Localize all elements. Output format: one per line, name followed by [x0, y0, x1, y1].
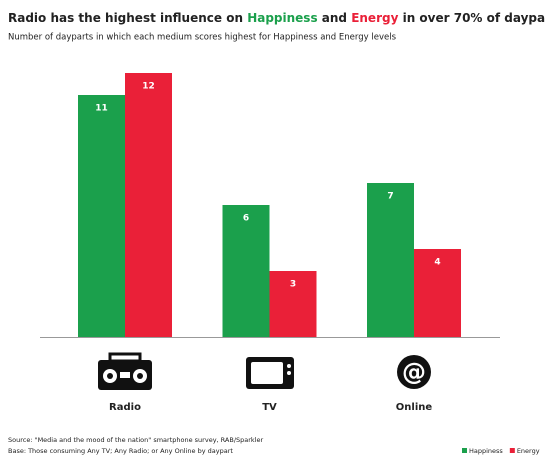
legend-label: Happiness — [469, 447, 503, 455]
legend-swatch — [462, 448, 467, 453]
title-part: Happiness — [247, 11, 317, 25]
legend-swatch — [509, 448, 515, 453]
tv-icon — [246, 357, 294, 389]
title-part: Energy — [351, 11, 398, 25]
online-icon: @ — [397, 355, 431, 389]
data-label: 11 — [95, 104, 108, 114]
bar — [222, 205, 270, 337]
chart-subtitle: Number of dayparts in which each medium … — [8, 33, 397, 43]
data-label: 6 — [243, 214, 249, 224]
title-part: and — [318, 11, 352, 25]
bar — [269, 271, 317, 337]
data-label: 4 — [434, 258, 440, 268]
chart-title: Radio has the highest influence on Happi… — [8, 11, 545, 25]
bar — [367, 183, 414, 337]
x-tick-label: Online — [396, 402, 433, 413]
svg-text:@: @ — [402, 358, 426, 386]
data-label: 7 — [387, 192, 393, 202]
x-tick-label: TV — [262, 402, 277, 413]
title-part: Radio has the highest influence on — [8, 11, 247, 25]
bar — [78, 95, 125, 337]
data-label: 3 — [290, 280, 296, 290]
bar — [414, 249, 461, 337]
radio-icon — [98, 352, 152, 390]
source-note: Source: "Media and the mood of the natio… — [8, 436, 263, 444]
data-label: 12 — [142, 82, 155, 92]
x-tick-label: Radio — [109, 402, 141, 413]
bar — [125, 73, 172, 337]
legend-label: Energy — [517, 447, 540, 455]
title-part: in over 70% of dayparts across the week — [398, 11, 545, 25]
base-note: Base: Those consuming Any TV; Any Radio;… — [8, 447, 233, 455]
